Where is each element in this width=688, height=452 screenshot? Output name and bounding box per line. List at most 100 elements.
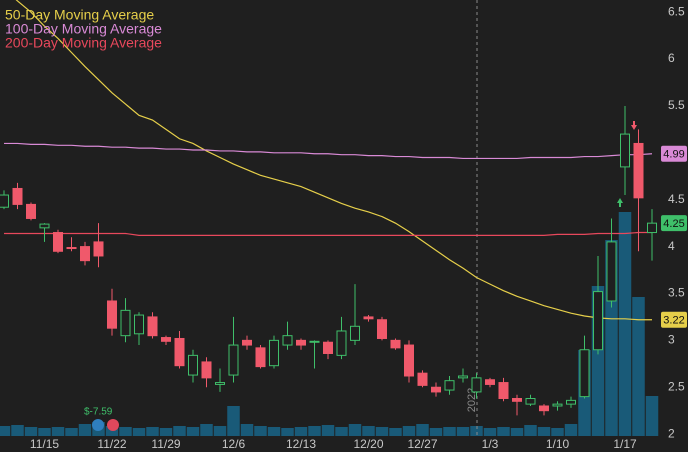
- candle-layer: [0, 105, 657, 416]
- volume-bar: [0, 426, 11, 436]
- candle-body: [66, 247, 77, 250]
- candle-body: [296, 339, 306, 346]
- x-tick-label: 11/29: [151, 437, 180, 451]
- candle-body: [188, 354, 198, 376]
- candle-body: [53, 232, 63, 252]
- x-tick-label: 11/15: [30, 437, 59, 451]
- y-tick-label: 3.5: [668, 286, 685, 300]
- volume-bar: [51, 427, 65, 436]
- candle-body: [579, 349, 590, 398]
- candle-body: [215, 382, 225, 385]
- volume-bar: [429, 428, 443, 436]
- moving-average-line: [15, 0, 652, 321]
- candle-body: [0, 194, 9, 208]
- volume-bar: [281, 428, 294, 436]
- candle-body: [93, 241, 104, 257]
- candle-body: [363, 316, 374, 320]
- volume-bar: [470, 426, 483, 436]
- volume-bar: [213, 426, 227, 436]
- y-tick-label: 2: [668, 426, 675, 440]
- x-tick-label: 12/20: [353, 437, 383, 451]
- y-axis: 22.533.544.555.566.511/1511/2211/2912/61…: [30, 4, 687, 451]
- candle-body: [471, 377, 482, 393]
- candle-body: [80, 246, 90, 262]
- candle-body: [201, 361, 212, 379]
- last-value-badge: [661, 311, 687, 328]
- volume-bar: [443, 427, 456, 436]
- x-tick-label: 12/27: [407, 437, 437, 451]
- volume-bar: [186, 427, 200, 436]
- volume-bar: [308, 426, 321, 436]
- volume-bar: [321, 425, 335, 436]
- last-value-badge: [661, 145, 687, 162]
- candle-body: [431, 386, 441, 393]
- candle-body: [147, 316, 158, 337]
- candle-body: [269, 339, 279, 367]
- dividend-icon[interactable]: [107, 419, 119, 431]
- volume-bar: [173, 426, 186, 436]
- candle-body: [417, 372, 428, 386]
- volume-bar: [240, 424, 254, 436]
- volume-bar: [254, 426, 267, 436]
- candle-body: [228, 344, 239, 376]
- candle-body: [161, 337, 171, 342]
- y-tick-label: 4: [668, 239, 675, 253]
- legend-entry: 100-Day Moving Average: [5, 21, 162, 37]
- volume-bar: [551, 428, 564, 436]
- moving-average-line: [4, 142, 653, 160]
- legend-entry: 50-Day Moving Average: [5, 7, 154, 23]
- candle-body: [606, 241, 617, 302]
- volume-bar: [483, 428, 497, 436]
- candle-body: [512, 397, 522, 402]
- volume-bar: [375, 427, 389, 436]
- candle-body: [390, 339, 401, 349]
- y-tick-label: 2.5: [668, 379, 685, 393]
- volume-bar: [146, 427, 159, 436]
- earnings-icon[interactable]: [92, 419, 104, 431]
- up-arrow-icon: [617, 198, 623, 207]
- year-label: 2022: [466, 388, 478, 412]
- volume-bar: [294, 427, 308, 436]
- x-tick-label: 12/6: [222, 437, 246, 451]
- earnings-label: $-7.59: [84, 407, 113, 418]
- candle-body: [458, 375, 468, 379]
- candle-body: [309, 340, 320, 343]
- volume-bar: [632, 297, 645, 436]
- volume-bar: [159, 428, 173, 436]
- volume-bar: [497, 427, 510, 436]
- legend-entry: 200-Day Moving Average: [5, 35, 162, 51]
- x-tick-label: 1/10: [546, 437, 570, 451]
- candle-body: [39, 223, 50, 229]
- volume-bar: [564, 424, 578, 436]
- y-tick-label: 6.5: [668, 4, 685, 18]
- volume-bar: [416, 424, 429, 436]
- x-tick-label: 1/17: [613, 437, 637, 451]
- candle-body: [620, 133, 630, 168]
- last-value-label: 4.25: [663, 218, 684, 230]
- x-tick-label: 1/3: [482, 437, 499, 451]
- candle-body: [255, 347, 266, 368]
- volume-bar: [78, 424, 92, 436]
- volume-bar: [200, 424, 213, 436]
- volume-bar: [38, 428, 51, 436]
- volume-bar: [402, 426, 416, 436]
- y-tick-label: 4.5: [668, 192, 685, 206]
- last-value-label: 3.22: [663, 315, 684, 327]
- candle-body: [539, 405, 549, 412]
- x-tick-label: 11/22: [97, 437, 126, 451]
- volume-bar: [267, 427, 281, 436]
- candle-body: [107, 300, 117, 329]
- down-arrow-icon: [631, 121, 637, 130]
- volume-bar: [348, 424, 362, 436]
- candle-body: [525, 397, 536, 405]
- candle-body: [336, 330, 347, 356]
- candle-body: [350, 325, 360, 341]
- moving-average-layer: [4, 0, 653, 321]
- volume-bar: [65, 428, 78, 436]
- volume-bar: [119, 427, 132, 436]
- volume-bar: [11, 425, 24, 436]
- candle-body: [323, 341, 333, 354]
- x-tick-label: 12/13: [286, 437, 316, 451]
- candle-body: [444, 380, 455, 391]
